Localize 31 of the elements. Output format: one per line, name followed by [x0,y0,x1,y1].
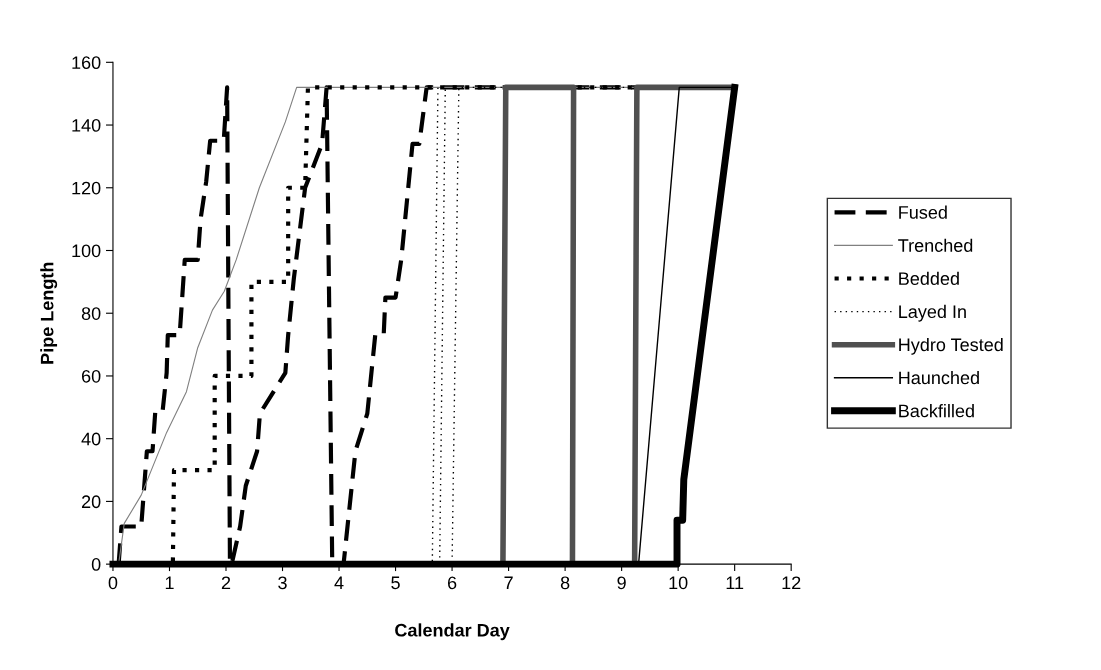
x-tick-label: 4 [334,576,344,590]
legend-label: Backfilled [899,404,974,418]
legend-label: Fused [899,205,947,219]
x-tick-label: 1 [165,576,174,590]
y-axis-title: Pipe Length [40,262,58,364]
x-tick-label: 2 [221,576,231,590]
y-tick-label: 100 [72,244,101,258]
x-tick-label: 8 [560,576,570,590]
y-tick-label: 80 [81,307,101,320]
x-tick-label: 9 [617,576,626,590]
y-tick-label: 40 [81,432,101,446]
x-tick-label: 7 [504,576,513,590]
y-tick-label: 0 [91,558,101,571]
y-tick-label: 120 [72,181,101,195]
y-tick-label: 140 [72,118,101,132]
x-axis-title: Calendar Day [395,623,510,641]
x-tick-label: 12 [782,576,801,590]
legend-label: Hydro Tested [899,337,1003,355]
y-tick-label: 20 [81,495,101,509]
y-tick-label: 160 [72,56,101,70]
x-tick-label: 11 [726,576,744,590]
legend-label: Bedded [899,271,959,285]
legend-label: Haunched [899,370,979,385]
x-tick-label: 0 [108,576,118,590]
legend-label: Layed In [899,304,966,322]
x-tick-label: 5 [391,576,400,590]
legend-label: Trenched [898,238,973,252]
x-tick-label: 6 [447,576,457,590]
x-tick-label: 3 [278,576,287,590]
x-tick-label: 10 [669,576,688,590]
y-tick-label: 60 [81,369,101,383]
